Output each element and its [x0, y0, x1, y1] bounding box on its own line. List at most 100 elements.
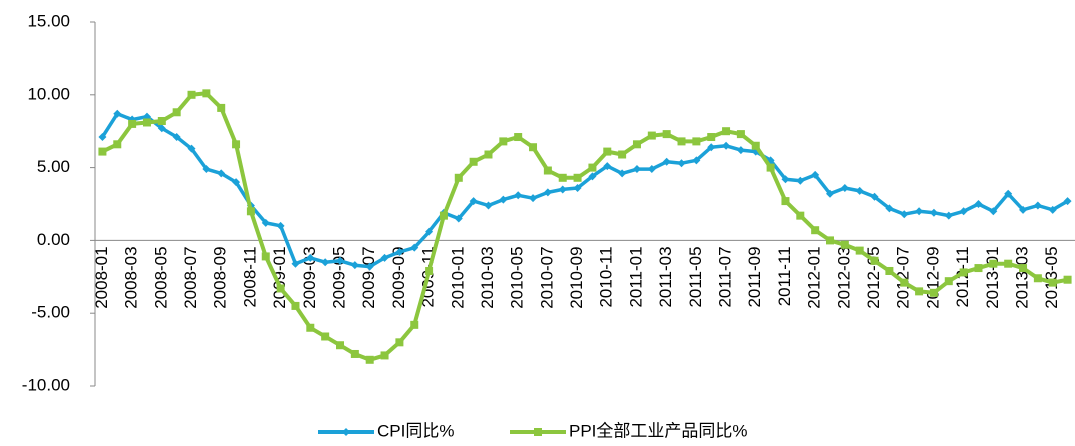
marker: [514, 191, 523, 200]
marker: [98, 133, 107, 142]
marker: [1004, 259, 1013, 268]
marker: [380, 253, 389, 262]
marker: [915, 287, 924, 296]
marker: [113, 109, 122, 118]
marker: [751, 141, 760, 150]
x-tick-label: 2011-03: [656, 246, 675, 307]
y-tick-label: 0.00: [37, 230, 70, 249]
marker: [647, 165, 656, 174]
marker: [439, 211, 448, 220]
marker: [469, 197, 478, 206]
x-tick-label: 2008-11: [240, 246, 259, 307]
marker: [944, 277, 953, 286]
marker: [603, 147, 612, 156]
marker: [632, 165, 641, 174]
marker: [172, 108, 181, 117]
marker: [974, 264, 983, 273]
x-tick-label: 2010-03: [478, 246, 497, 308]
x-tick-label: 2010-05: [508, 246, 527, 308]
x-tick-label: 2008-05: [151, 246, 170, 308]
marker: [113, 140, 122, 149]
x-tick-label: 2009-09: [389, 246, 408, 308]
marker: [915, 207, 924, 216]
marker: [410, 320, 419, 329]
x-tick-label: 2011-05: [686, 246, 705, 307]
marker: [855, 246, 864, 255]
marker: [707, 133, 716, 142]
marker: [929, 208, 938, 217]
marker: [632, 140, 641, 149]
marker: [870, 192, 879, 201]
marker: [202, 89, 211, 98]
marker: [157, 117, 166, 126]
marker: [573, 173, 582, 182]
marker: [826, 236, 834, 245]
marker: [885, 204, 894, 213]
marker: [811, 226, 820, 235]
marker: [425, 266, 434, 275]
marker: [974, 200, 983, 208]
marker: [321, 332, 330, 341]
marker: [796, 211, 805, 220]
marker: [514, 133, 523, 142]
marker: [588, 163, 597, 172]
marker: [187, 90, 196, 99]
marker: [692, 156, 701, 165]
marker: [588, 172, 597, 181]
marker: [543, 188, 552, 197]
marker: [1048, 205, 1057, 214]
marker: [350, 349, 359, 358]
marker: [826, 189, 834, 198]
marker: [1048, 278, 1057, 287]
marker: [662, 130, 671, 139]
x-tick-label: 2011-11: [775, 246, 794, 306]
marker: [336, 256, 344, 265]
marker: [425, 227, 434, 236]
marker: [217, 169, 226, 178]
marker: [900, 210, 909, 219]
x-tick-label: 2008-03: [122, 246, 141, 308]
x-tick-label: 2010-11: [597, 246, 616, 307]
marker: [558, 173, 567, 182]
x-tick-label: 2009-05: [329, 246, 348, 308]
marker: [321, 258, 330, 267]
marker: [766, 163, 775, 172]
marker: [410, 243, 419, 252]
marker: [484, 201, 493, 210]
legend-marker: [342, 428, 350, 436]
marker: [336, 341, 344, 350]
x-tick-label: 2010-07: [537, 246, 556, 308]
marker: [736, 146, 745, 155]
x-tick-label: 2009-07: [359, 246, 378, 308]
marker: [202, 165, 211, 174]
x-tick-label: 2012-03: [834, 246, 853, 308]
marker: [157, 124, 166, 133]
marker: [959, 268, 968, 277]
marker: [365, 262, 374, 271]
marker: [707, 143, 716, 152]
marker: [276, 221, 285, 230]
x-tick-label: 2008-09: [211, 246, 230, 308]
marker: [840, 183, 849, 192]
marker: [870, 256, 879, 265]
marker: [558, 185, 567, 194]
marker: [98, 147, 107, 156]
marker: [469, 157, 478, 166]
x-tick-label: 2012-07: [894, 246, 913, 308]
marker: [246, 207, 255, 216]
marker: [1019, 264, 1028, 273]
marker: [781, 197, 790, 206]
y-tick-label: 5.00: [37, 157, 70, 176]
marker: [662, 157, 671, 166]
y-tick-label: -10.00: [22, 375, 70, 394]
legend-label: PPI全部工业产品同比%: [569, 421, 748, 440]
y-tick-label: 15.00: [27, 11, 70, 30]
x-tick-label: 2012-09: [923, 246, 942, 308]
marker: [543, 166, 552, 175]
marker: [1033, 274, 1042, 283]
y-tick-label: -5.00: [31, 303, 70, 322]
marker: [811, 170, 820, 179]
marker: [306, 323, 315, 332]
marker: [722, 127, 731, 136]
